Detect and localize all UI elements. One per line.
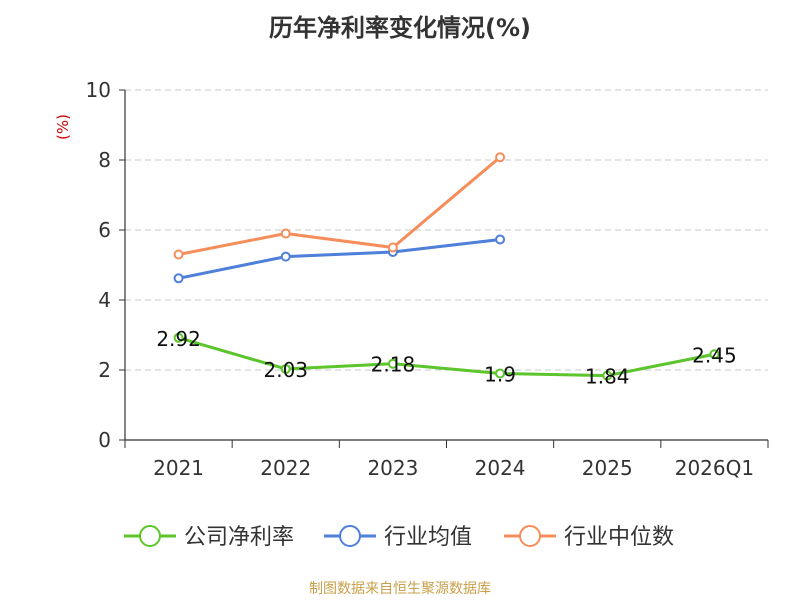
data-point <box>173 332 184 343</box>
legend: 公司净利率 行业均值 行业中位数 <box>124 525 674 550</box>
x-tick-label: 2024 <box>475 456 526 480</box>
chart-title: 历年净利率变化情况(%) <box>269 14 531 42</box>
data-label: 2.92 <box>156 327 201 351</box>
y-tick-label: 8 <box>98 148 111 172</box>
gridlines <box>125 89 768 371</box>
legend-label: 行业中位数 <box>564 525 674 550</box>
data-label: 1.84 <box>585 365 630 389</box>
data-point <box>387 242 398 253</box>
legend-marker <box>139 525 161 547</box>
axes: 0 2 4 6 8 10 (%) 2021 2022 2023 2024 2025 2026Q1 <box>54 78 769 480</box>
data-point <box>495 234 506 245</box>
series-lines <box>173 152 720 381</box>
x-tick-label: 2021 <box>153 456 204 480</box>
series-line <box>178 336 715 378</box>
y-tick-label: 0 <box>98 428 111 452</box>
data-label: 2.45 <box>692 343 737 367</box>
data-labels: 2.92 2.03 2.18 1.9 1.84 2.45 <box>156 327 736 389</box>
data-point <box>280 363 291 374</box>
series-line <box>178 237 501 280</box>
x-tick-label: 2022 <box>260 456 311 480</box>
data-point <box>387 358 398 369</box>
data-point <box>495 152 506 163</box>
data-point <box>280 251 291 262</box>
legend-label: 行业均值 <box>384 525 472 550</box>
x-tick-label: 2025 <box>582 456 633 480</box>
y-tick-label: 6 <box>98 218 111 242</box>
data-label: 2.18 <box>371 353 416 377</box>
data-point <box>602 370 613 381</box>
legend-marker <box>339 525 361 547</box>
x-tick-label: 2023 <box>367 456 418 480</box>
data-point <box>709 349 720 360</box>
x-tick-label: 2026Q1 <box>675 456 754 480</box>
series-line <box>178 156 502 256</box>
data-point <box>495 368 506 379</box>
data-point <box>173 273 184 284</box>
y-tick-label: 4 <box>98 288 111 312</box>
y-axis-label: (%) <box>54 114 72 140</box>
source-note: 制图数据来自恒生聚源数据库 <box>309 581 491 597</box>
y-tick-label: 10 <box>86 78 111 102</box>
legend-label: 公司净利率 <box>184 525 294 550</box>
data-point <box>280 228 291 239</box>
data-label: 1.9 <box>484 363 516 387</box>
legend-marker <box>519 525 541 547</box>
data-point <box>173 249 184 260</box>
y-tick-label: 2 <box>98 358 111 382</box>
data-label: 2.03 <box>263 358 308 382</box>
